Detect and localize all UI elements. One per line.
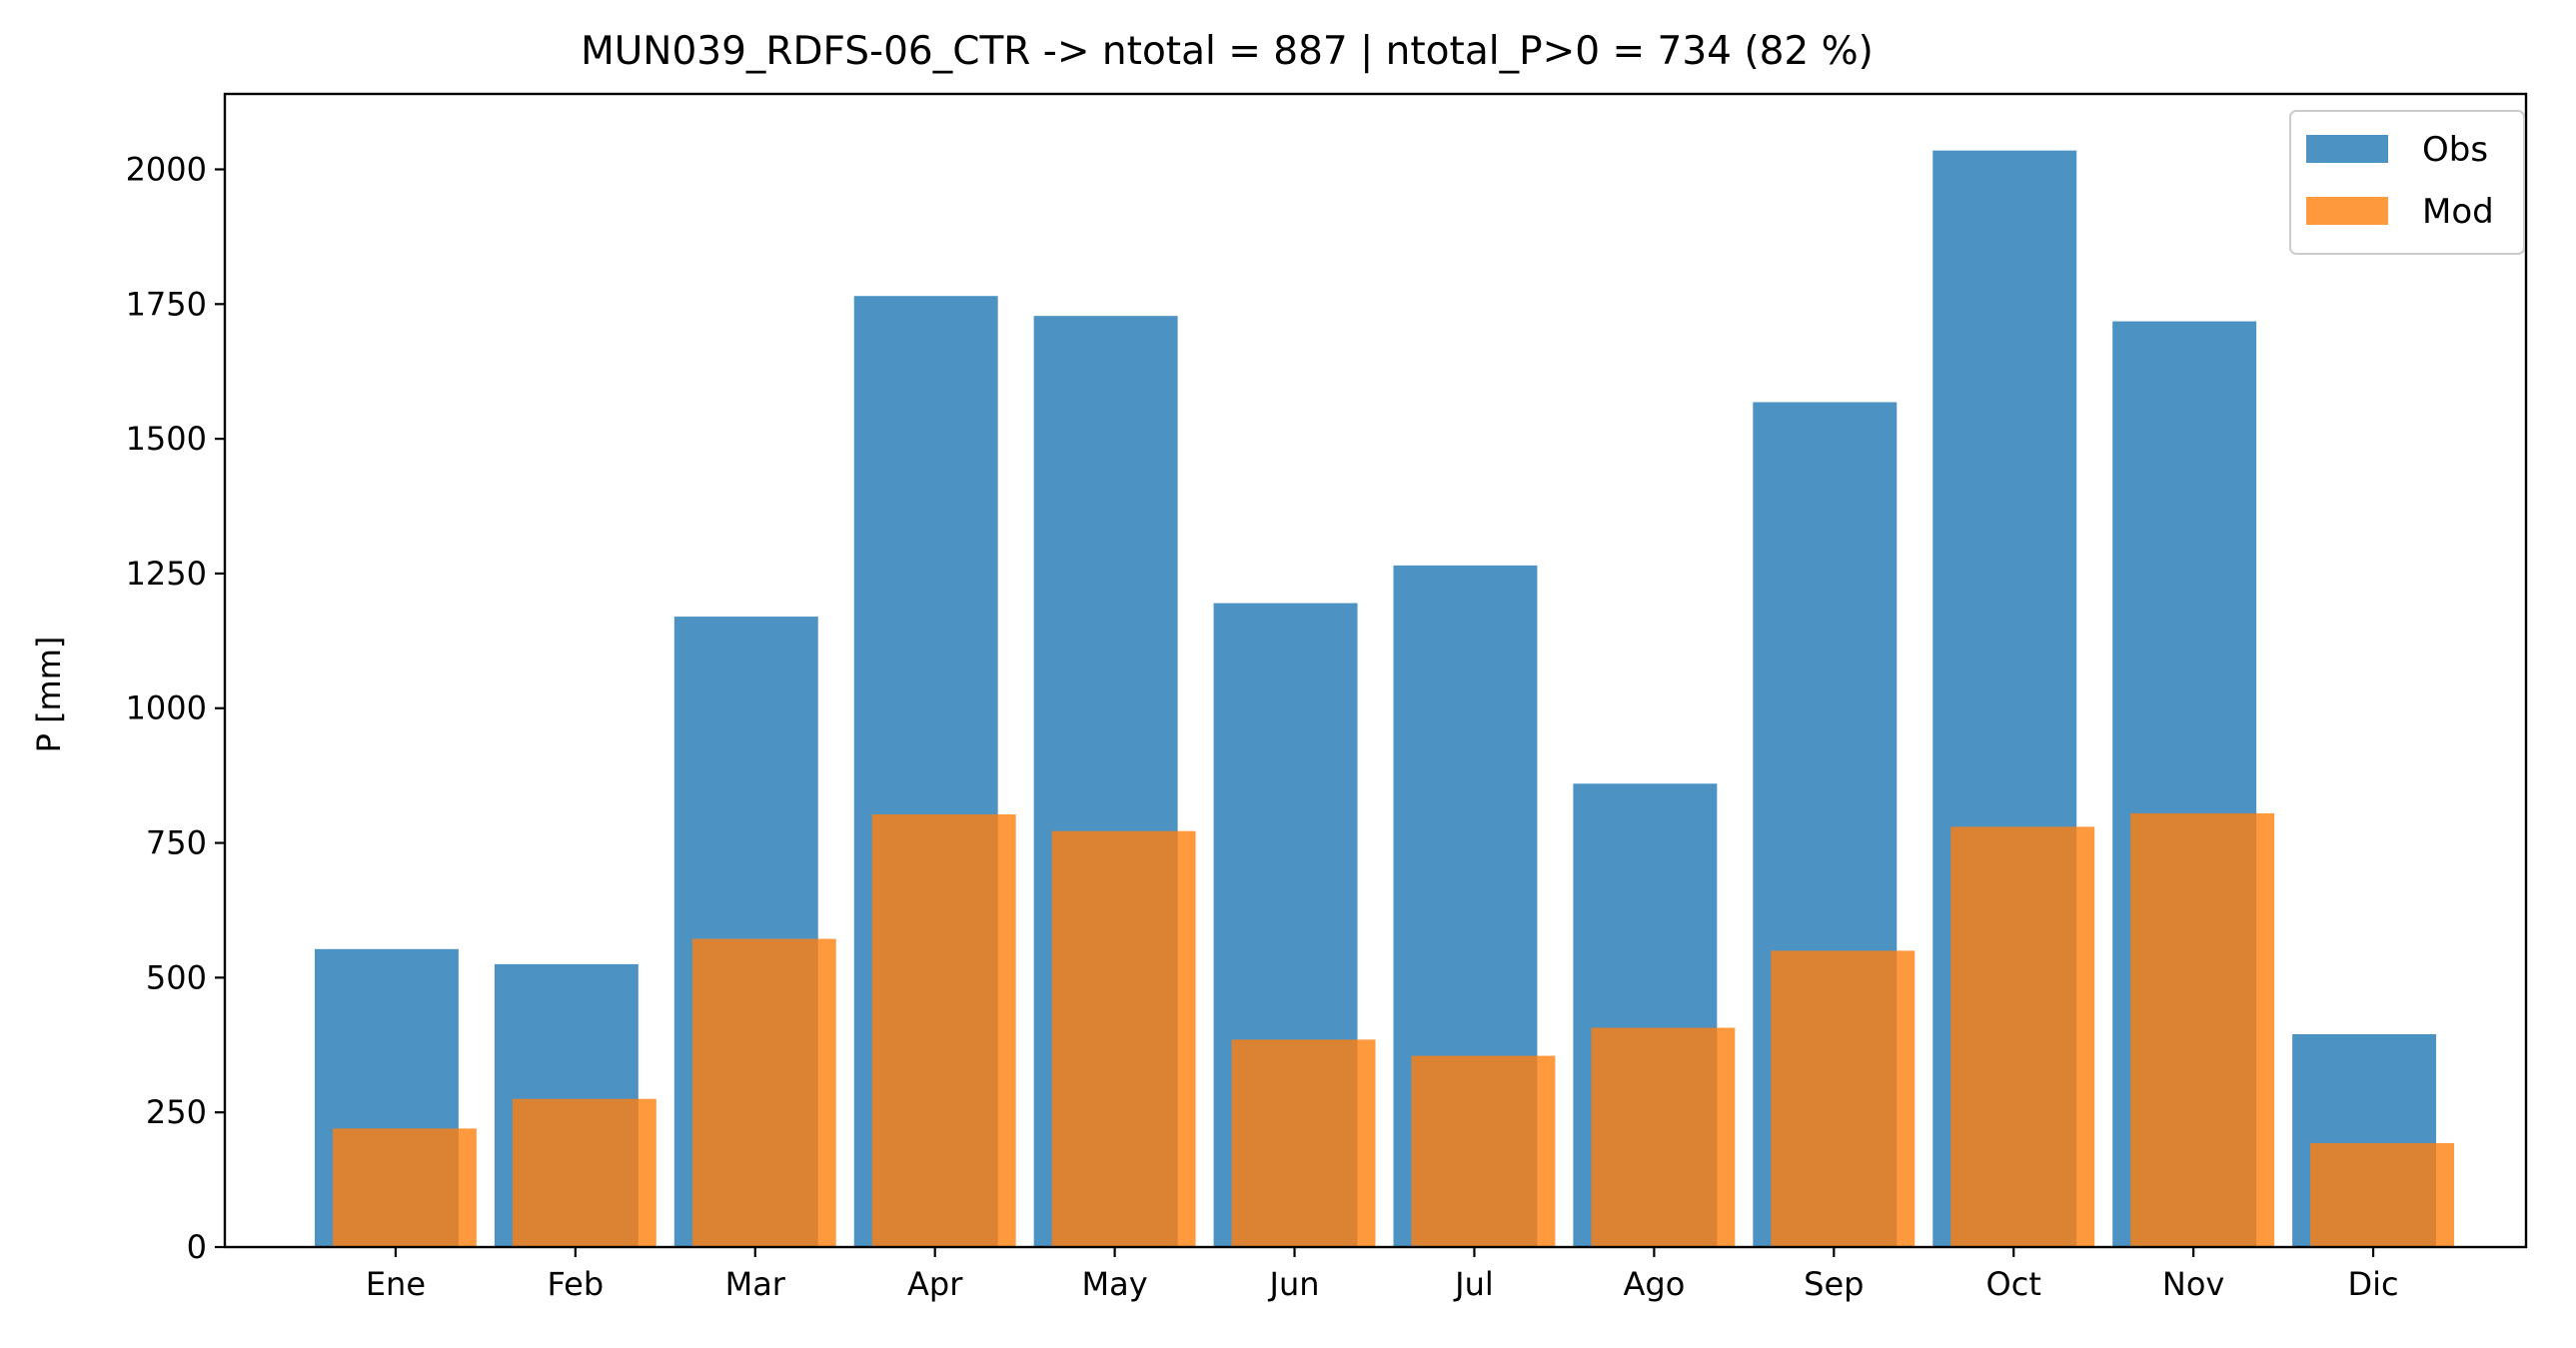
y-tick-label: 250: [146, 1093, 207, 1131]
y-tick-label: 1750: [126, 285, 207, 323]
legend-box: [2289, 110, 2525, 255]
plot-frame: [223, 92, 2528, 1249]
legend-swatch-mod: [2306, 197, 2388, 225]
bars-group: [314, 150, 2455, 1248]
x-tick-label: Ene: [366, 1265, 426, 1303]
y-ticks-group: 0 250 500 750 1000 1250 1500 1750 2000: [126, 150, 225, 1266]
x-tick-label: Nov: [2162, 1265, 2224, 1303]
bar-mod-nov: [2130, 812, 2275, 1247]
x-ticks-group: Ene Feb Mar Apr May Jun Jul Ago Sep Oct Nov Dic: [366, 1247, 2399, 1303]
bar-mod-dic: [2310, 1142, 2455, 1247]
x-tick-label: Dic: [2348, 1265, 2399, 1303]
bar-mod-apr: [871, 813, 1016, 1247]
legend: Obs Mod: [2289, 110, 2525, 255]
bar-mod-ago: [1591, 1027, 1736, 1247]
y-tick-label: 0: [187, 1228, 207, 1266]
x-tick-label: Ago: [1623, 1265, 1685, 1303]
bar-mod-sep: [1771, 950, 1916, 1247]
y-tick-label: 2000: [126, 150, 207, 188]
legend-label-mod: Mod: [2422, 192, 2494, 232]
y-tick-label: 1500: [126, 420, 207, 458]
bar-mod-mar: [691, 938, 836, 1247]
y-axis-label: P [mm]: [30, 637, 68, 753]
bar-mod-ene: [332, 1128, 477, 1247]
x-tick-label: May: [1082, 1265, 1148, 1303]
x-tick-label: Feb: [548, 1265, 605, 1303]
bar-mod-oct: [1950, 826, 2095, 1247]
legend-label-obs: Obs: [2422, 130, 2488, 170]
x-tick-label: Jul: [1453, 1265, 1494, 1303]
bar-mod-feb: [512, 1098, 656, 1247]
x-tick-label: Apr: [907, 1265, 963, 1303]
bar-mod-jun: [1231, 1039, 1376, 1247]
y-tick-label: 500: [146, 958, 207, 996]
x-tick-label: Mar: [725, 1265, 786, 1303]
y-tick-label: 1000: [126, 689, 207, 727]
chart-title: MUN039_RDFS-06_CTR -> ntotal = 887 | nto…: [581, 29, 1874, 74]
y-tick-label: 750: [146, 824, 207, 862]
x-tick-label: Sep: [1804, 1265, 1864, 1303]
bar-mod-may: [1051, 830, 1196, 1247]
y-tick-label: 1250: [126, 555, 207, 593]
bar-mod-jul: [1411, 1055, 1556, 1247]
x-tick-label: Jun: [1268, 1265, 1320, 1303]
x-tick-label: Oct: [1986, 1265, 2041, 1303]
legend-swatch-obs: [2306, 135, 2388, 163]
